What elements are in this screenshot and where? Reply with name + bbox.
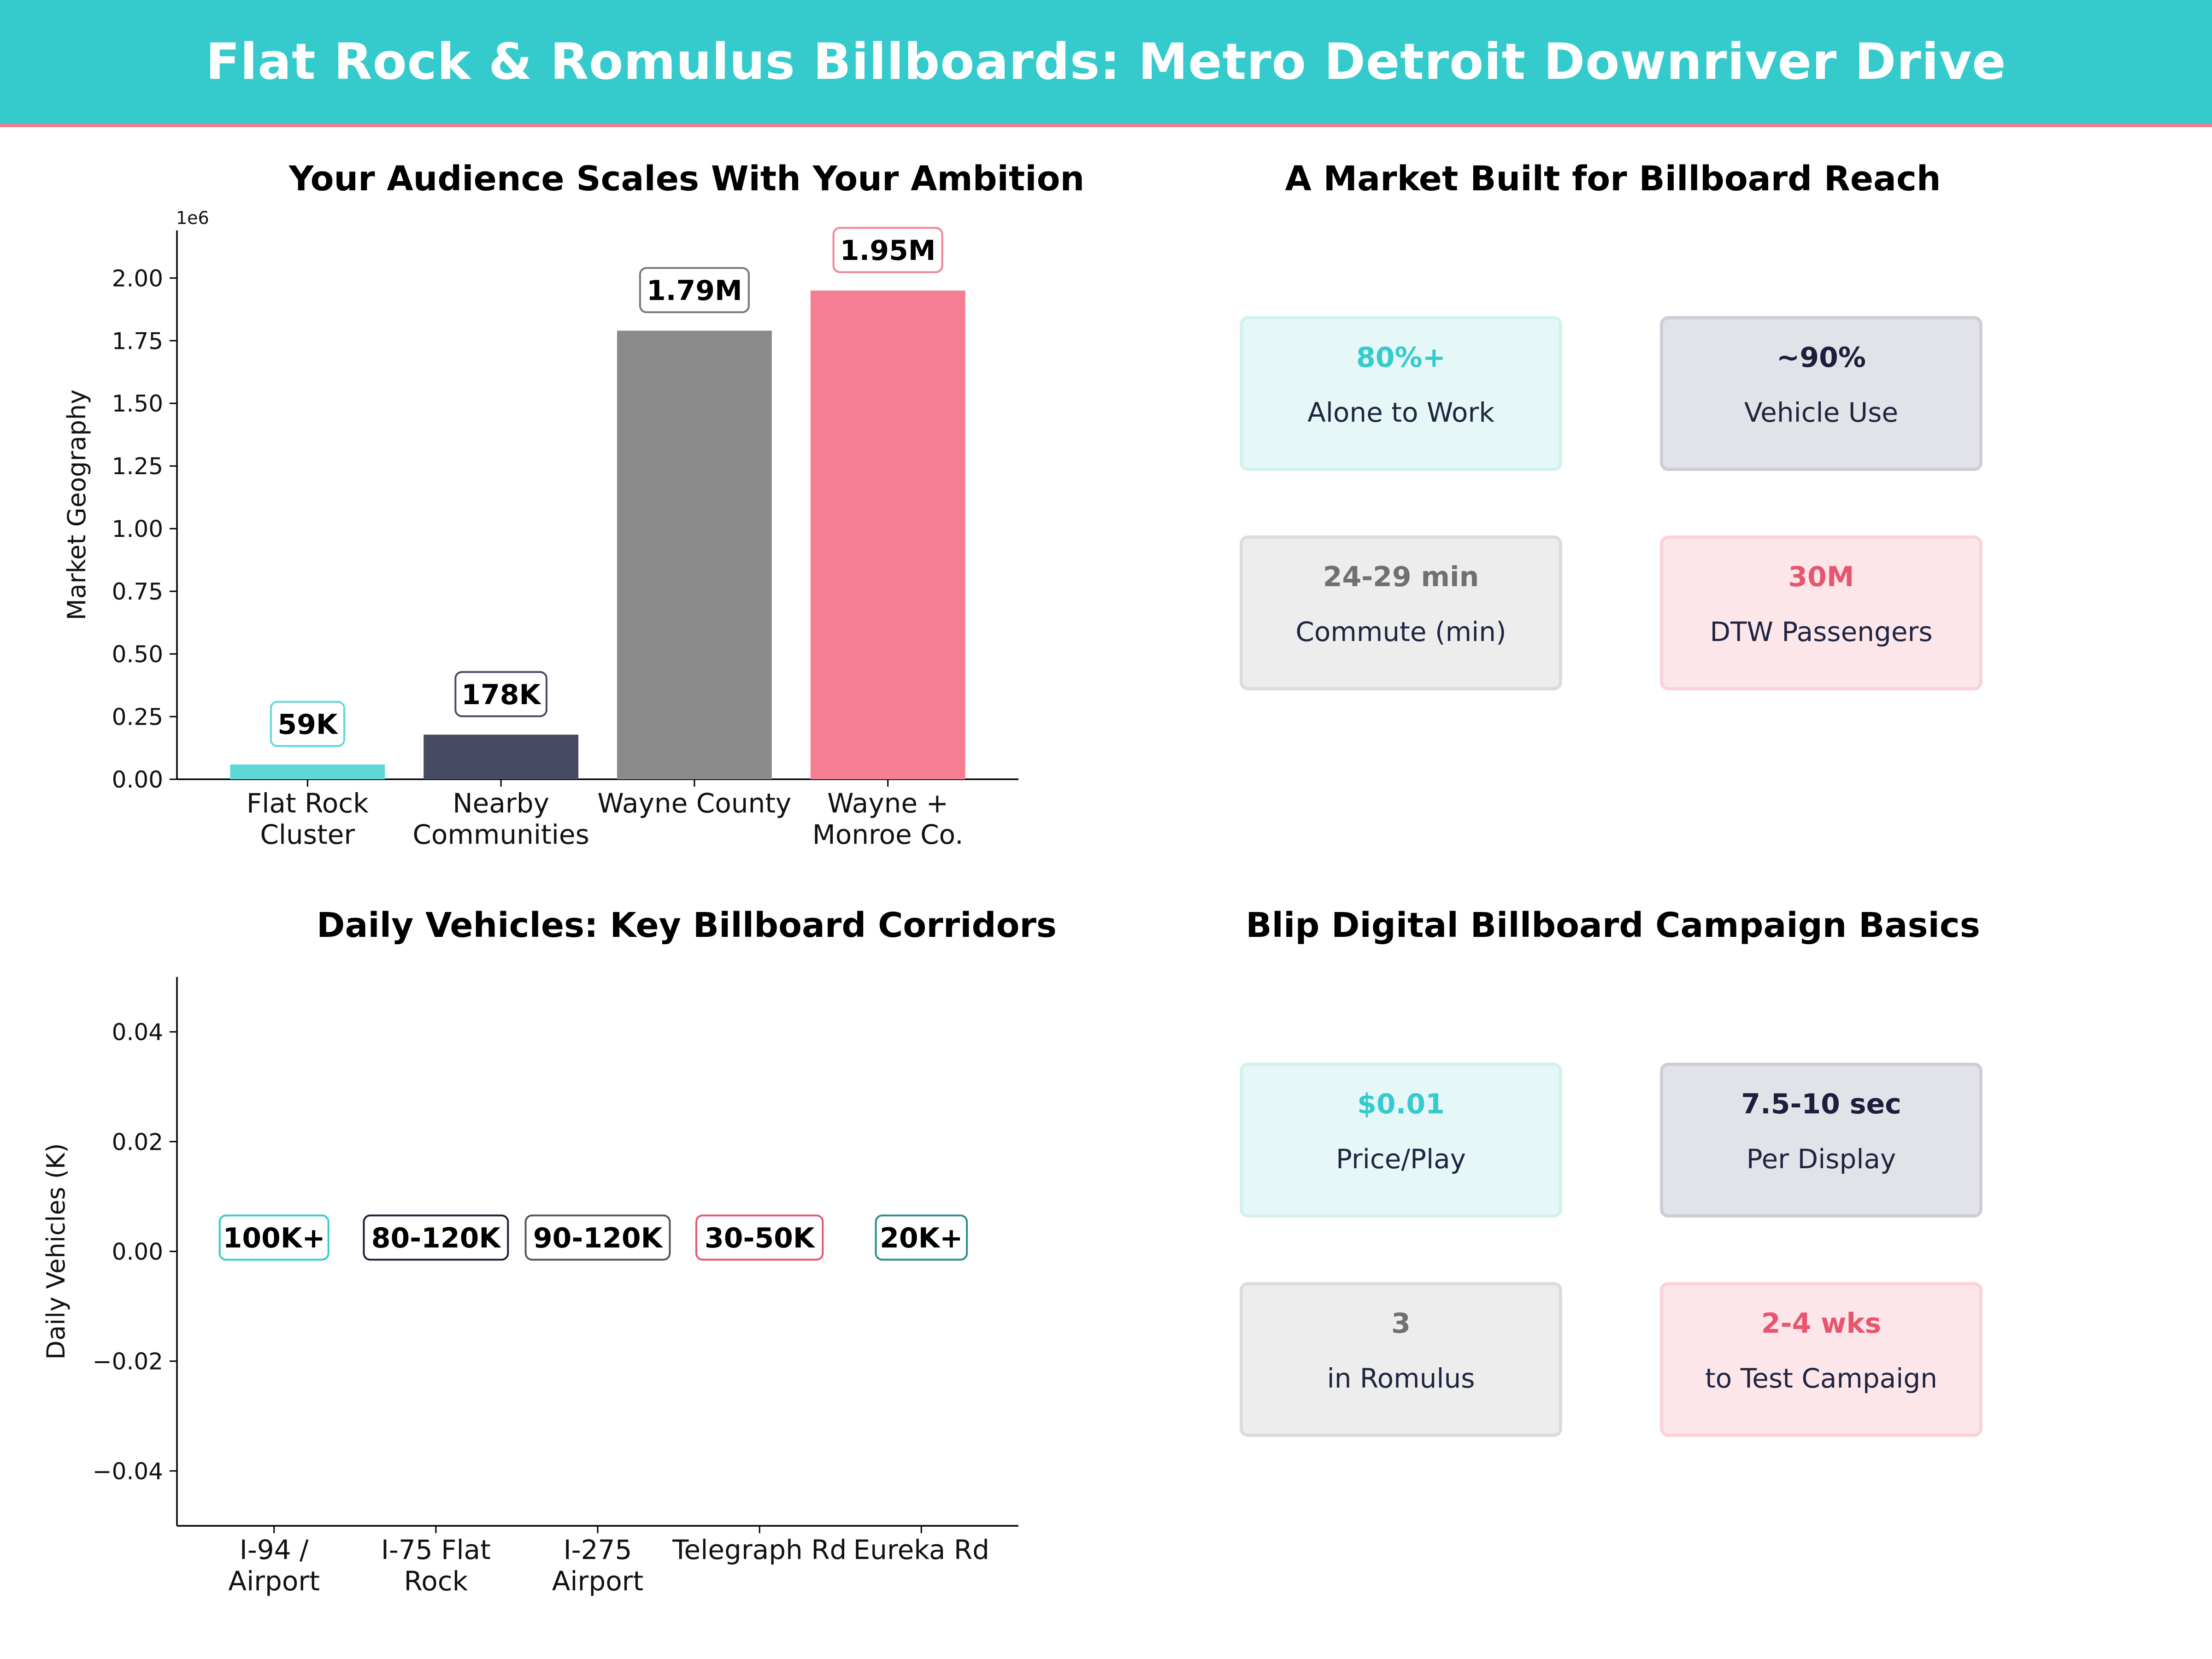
stat-label: Vehicle Use bbox=[1744, 397, 1899, 428]
y-axis-label: Market Geography bbox=[62, 389, 91, 620]
stat-card-commute: 24-29 min Commute (min) bbox=[1240, 535, 1562, 690]
data-label-3-box bbox=[695, 1214, 824, 1261]
y-tick-label: 0.25 bbox=[112, 704, 163, 730]
x-tick-label: Wayne + Monroe Co. bbox=[812, 788, 964, 850]
stat-card-per-display: 7.5-10 sec Per Display bbox=[1660, 1063, 1983, 1218]
stat-value: 80%+ bbox=[1356, 341, 1446, 374]
stat-card-in-romulus: 3 in Romulus bbox=[1240, 1282, 1562, 1437]
x-tick-label: I-275 Airport bbox=[552, 1534, 644, 1597]
data-label-2-box bbox=[639, 267, 750, 313]
bar-0 bbox=[230, 764, 385, 779]
data-label-1-box bbox=[363, 1214, 509, 1261]
stat-label: Alone to Work bbox=[1307, 397, 1494, 428]
stat-value: 24-29 min bbox=[1323, 561, 1479, 593]
y-tick-label: 1.25 bbox=[112, 453, 163, 480]
campaign-panel-title: Blip Digital Billboard Campaign Basics bbox=[1246, 906, 1980, 945]
vehicles-bar-chart: −0.04 −0.02 0.00 0.02 0.04 Daily Vehicles (K)… bbox=[41, 977, 1018, 1597]
y-axis-label: Daily Vehicles (K) bbox=[41, 1143, 71, 1360]
data-label-3: 30-50K bbox=[705, 1222, 816, 1254]
x-tick-label: I-94 /Airport bbox=[228, 1534, 320, 1597]
vehicles-chart-title: Daily Vehicles: Key Billboard Corridors bbox=[317, 906, 1057, 945]
y-tick-label: 2.00 bbox=[112, 265, 163, 292]
y-tick-label: 0.02 bbox=[112, 1129, 163, 1155]
header-banner: Flat Rock & Romulus Billboards: Metro De… bbox=[0, 0, 2212, 127]
bar-2 bbox=[617, 330, 772, 779]
x-tick-label: Wayne County bbox=[597, 788, 791, 819]
data-label-4-box bbox=[875, 1214, 968, 1261]
stat-value: 7.5-10 sec bbox=[1741, 1088, 1901, 1120]
stat-value: 30M bbox=[1788, 561, 1854, 593]
data-label-2-box bbox=[524, 1214, 671, 1261]
data-label-2: 1.79M bbox=[647, 275, 742, 307]
stat-value: 3 bbox=[1391, 1307, 1411, 1340]
bar-1 bbox=[424, 735, 579, 779]
data-label-1: 178K bbox=[461, 679, 541, 711]
market-panel-title: A Market Built for Billboard Reach bbox=[1285, 159, 1941, 199]
data-label-2: 90-120K bbox=[533, 1222, 664, 1254]
data-label-1-box bbox=[454, 671, 547, 718]
y-tick-label: −0.02 bbox=[93, 1348, 163, 1375]
stat-label: Commute (min) bbox=[1295, 616, 1506, 647]
stat-label: to Test Campaign bbox=[1705, 1363, 1937, 1394]
stat-label: DTW Passengers bbox=[1710, 616, 1933, 647]
data-label-4: 20K+ bbox=[880, 1222, 963, 1254]
y-tick-label: 1.50 bbox=[112, 390, 163, 417]
data-label-0: 59K bbox=[277, 709, 338, 741]
data-label-3: 1.95M bbox=[840, 235, 936, 267]
x-tick-label: Nearby Communities bbox=[412, 788, 589, 850]
audience-chart-title: Your Audience Scales With Your Ambition bbox=[288, 159, 1085, 199]
stat-label: Per Display bbox=[1746, 1143, 1896, 1175]
y-tick-label: 1.75 bbox=[112, 328, 163, 354]
stat-label: Price/Play bbox=[1336, 1143, 1466, 1175]
stat-value: $0.01 bbox=[1357, 1088, 1445, 1120]
audience-bar-chart: 0.00 0.25 0.50 0.75 1.00 1.25 1.50 1.75 2.00 Mark… bbox=[62, 208, 1018, 850]
stat-card-dtw-passengers: 30M DTW Passengers bbox=[1660, 535, 1983, 690]
y-tick-label: 0.00 bbox=[112, 1239, 163, 1265]
y-tick-label: 0.75 bbox=[112, 578, 163, 605]
stat-card-price-per-play: $0.01 Price/Play bbox=[1240, 1063, 1562, 1218]
y-tick-label: 0.50 bbox=[112, 641, 163, 668]
stat-value: 2-4 wks bbox=[1761, 1307, 1882, 1340]
x-tick-label: Flat Rock Cluster bbox=[247, 788, 369, 850]
y-tick-label: 1.00 bbox=[112, 516, 163, 542]
stat-card-vehicle-use: ~90% Vehicle Use bbox=[1660, 316, 1983, 471]
x-tick-label: I-75 Flat Rock bbox=[381, 1534, 491, 1597]
data-label-1: 80-120K bbox=[371, 1222, 502, 1254]
data-label-3-box bbox=[832, 227, 943, 273]
y-offset-label: 1e6 bbox=[176, 208, 209, 228]
page-title: Flat Rock & Romulus Billboards: Metro De… bbox=[206, 33, 2006, 91]
y-tick-label: 0.04 bbox=[112, 1019, 163, 1046]
x-tick-label: Telegraph Rd bbox=[672, 1534, 847, 1565]
y-tick-label: −0.04 bbox=[93, 1458, 163, 1485]
stat-card-alone-to-work: 80%+ Alone to Work bbox=[1240, 316, 1562, 471]
data-label-0-box bbox=[218, 1214, 329, 1261]
bar-3 bbox=[810, 290, 965, 780]
data-label-0: 100K+ bbox=[223, 1222, 325, 1254]
stat-card-test-campaign: 2-4 wks to Test Campaign bbox=[1660, 1282, 1983, 1437]
data-label-0-box bbox=[270, 700, 345, 747]
stat-value: ~90% bbox=[1777, 341, 1866, 374]
y-tick-label: 0.00 bbox=[112, 766, 163, 793]
stat-label: in Romulus bbox=[1327, 1363, 1475, 1394]
x-tick-label: Eureka Rd bbox=[853, 1534, 989, 1565]
